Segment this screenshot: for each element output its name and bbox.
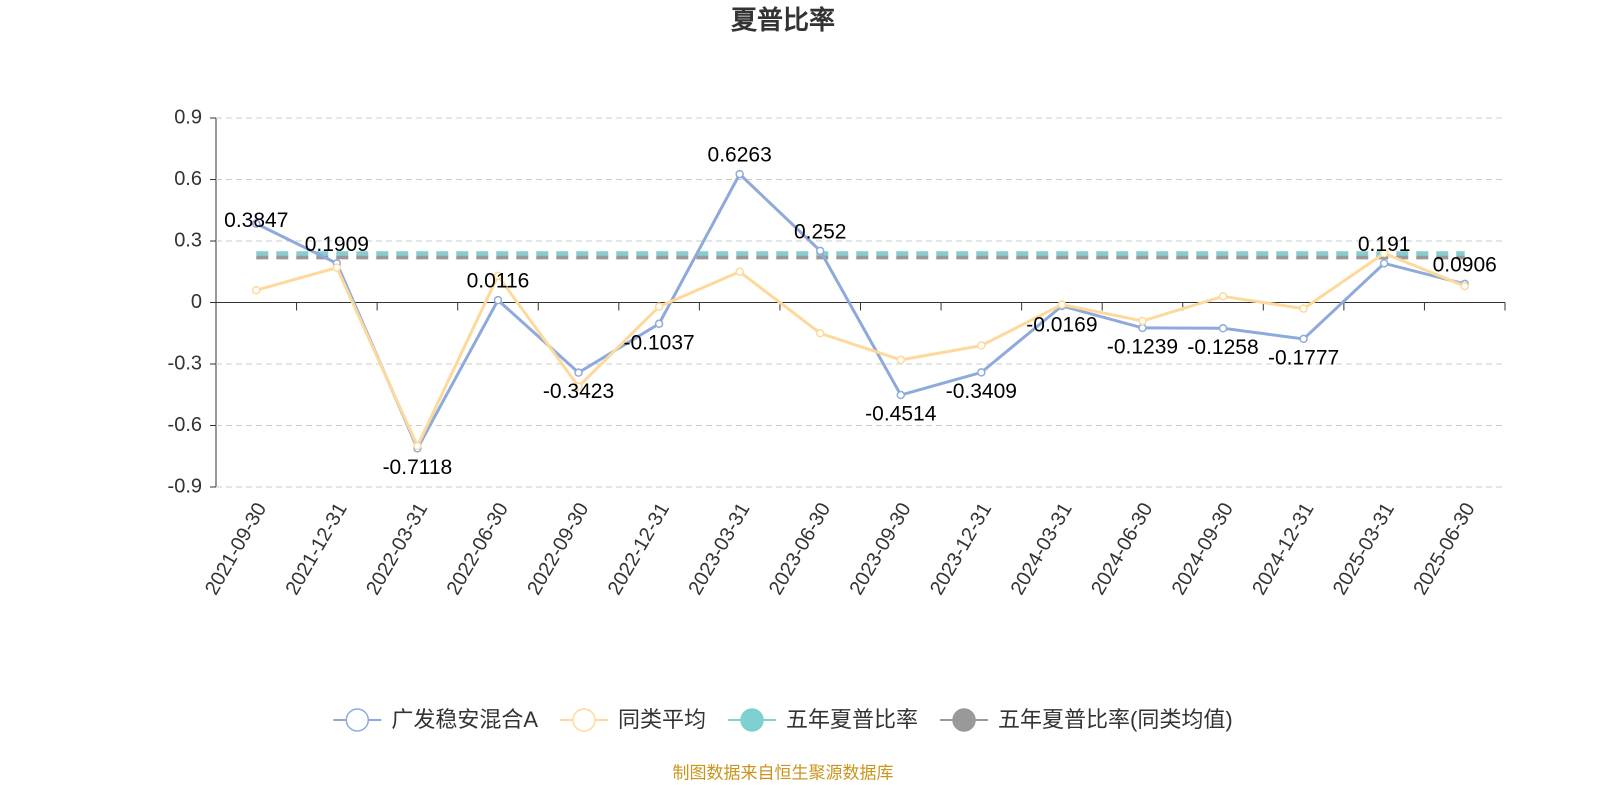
x-tick-label: 2022-09-30 (523, 499, 593, 599)
x-tick-label: 2023-06-30 (765, 499, 835, 599)
data-point (252, 219, 261, 228)
x-tick-label: 2024-06-30 (1087, 499, 1157, 599)
data-label: -0.1777 (1268, 346, 1339, 369)
data-label: -0.1037 (623, 331, 694, 354)
x-tick-label: 2024-12-31 (1248, 499, 1318, 599)
x-tick-label: 2023-09-30 (845, 499, 915, 599)
legend-marker (572, 708, 596, 732)
data-label: -0.1258 (1187, 336, 1258, 359)
x-tick-label: 2025-03-31 (1329, 499, 1399, 599)
data-point (1379, 249, 1389, 258)
data-point (1460, 281, 1469, 291)
legend-marker (952, 708, 976, 732)
data-point (896, 390, 906, 400)
data-point (1218, 292, 1228, 301)
data-point (413, 441, 422, 451)
data-point (977, 368, 986, 377)
data-point (1299, 334, 1308, 344)
data-label: -0.7118 (383, 456, 453, 479)
x-tick-label: 2022-12-31 (604, 499, 674, 599)
legend: 广发稳安混合A 同类平均 五年夏普比率 五年夏普比率(同类均值) (333, 707, 1233, 732)
data-point (977, 341, 986, 350)
legend-marker (740, 708, 764, 732)
source-note: 制图数据来自恒生聚源数据库 (673, 763, 894, 782)
data-point (815, 246, 825, 256)
data-point (815, 329, 825, 338)
data-label: -0.3423 (543, 380, 614, 403)
data-point (1138, 323, 1147, 333)
data-label: -0.4514 (865, 403, 937, 426)
x-tick-label: 2022-03-31 (362, 499, 432, 599)
data-point (735, 169, 744, 179)
x-tick-label: 2024-09-30 (1168, 499, 1238, 599)
chart-title: 夏普比率 (731, 5, 835, 35)
data-label: -0.3409 (946, 380, 1017, 403)
data-point (252, 285, 261, 295)
series-line (255, 171, 1466, 452)
x-tick-label: 2023-03-31 (684, 499, 754, 599)
x-tick-label: 2022-06-30 (443, 499, 513, 599)
y-tick-label: -0.6 (168, 414, 202, 436)
legend-label: 五年夏普比率 (786, 707, 918, 732)
legend-label: 五年夏普比率(同类均值) (998, 707, 1233, 732)
data-label: 0.0116 (467, 270, 530, 293)
x-tick-label: 2024-03-31 (1007, 499, 1077, 599)
data-label: 0.191 (1358, 233, 1411, 256)
data-point (1299, 304, 1308, 313)
data-label: 0.3847 (224, 209, 288, 232)
data-label: 0.252 (794, 220, 847, 243)
data-point (896, 355, 906, 365)
data-point (1138, 316, 1147, 326)
data-label: -0.0169 (1026, 314, 1097, 337)
data-point (332, 263, 342, 272)
y-tick-label: -0.9 (168, 475, 202, 497)
y-tick-label: -0.3 (168, 352, 202, 374)
x-tick-label: 2021-09-30 (201, 499, 271, 599)
data-point (654, 319, 664, 329)
data-point (1379, 259, 1389, 268)
data-label: 0.0906 (1433, 253, 1497, 276)
data-point (574, 368, 583, 377)
x-tick-label: 2021-12-31 (282, 499, 352, 599)
data-point (1218, 324, 1228, 333)
data-point (735, 267, 744, 276)
y-tick-label: 0.9 (174, 106, 202, 128)
legend-label: 同类平均 (618, 707, 706, 732)
y-tick-label: 0 (191, 291, 202, 313)
data-point (574, 382, 583, 391)
data-point (493, 271, 503, 281)
data-label: 0.1909 (305, 233, 369, 256)
x-tick-label: 2023-12-31 (926, 499, 996, 599)
x-tick-label: 2025-06-30 (1409, 499, 1479, 599)
y-tick-label: 0.6 (174, 168, 202, 190)
data-point (654, 302, 664, 311)
data-label: -0.1239 (1107, 335, 1178, 358)
data-label: 0.6263 (708, 144, 772, 167)
series-line (255, 251, 1466, 450)
legend-marker (345, 708, 370, 732)
data-point (1057, 300, 1067, 309)
y-tick-label: 0.3 (174, 229, 202, 251)
legend-label: 广发稳安混合A (391, 707, 538, 732)
data-point (493, 295, 503, 305)
